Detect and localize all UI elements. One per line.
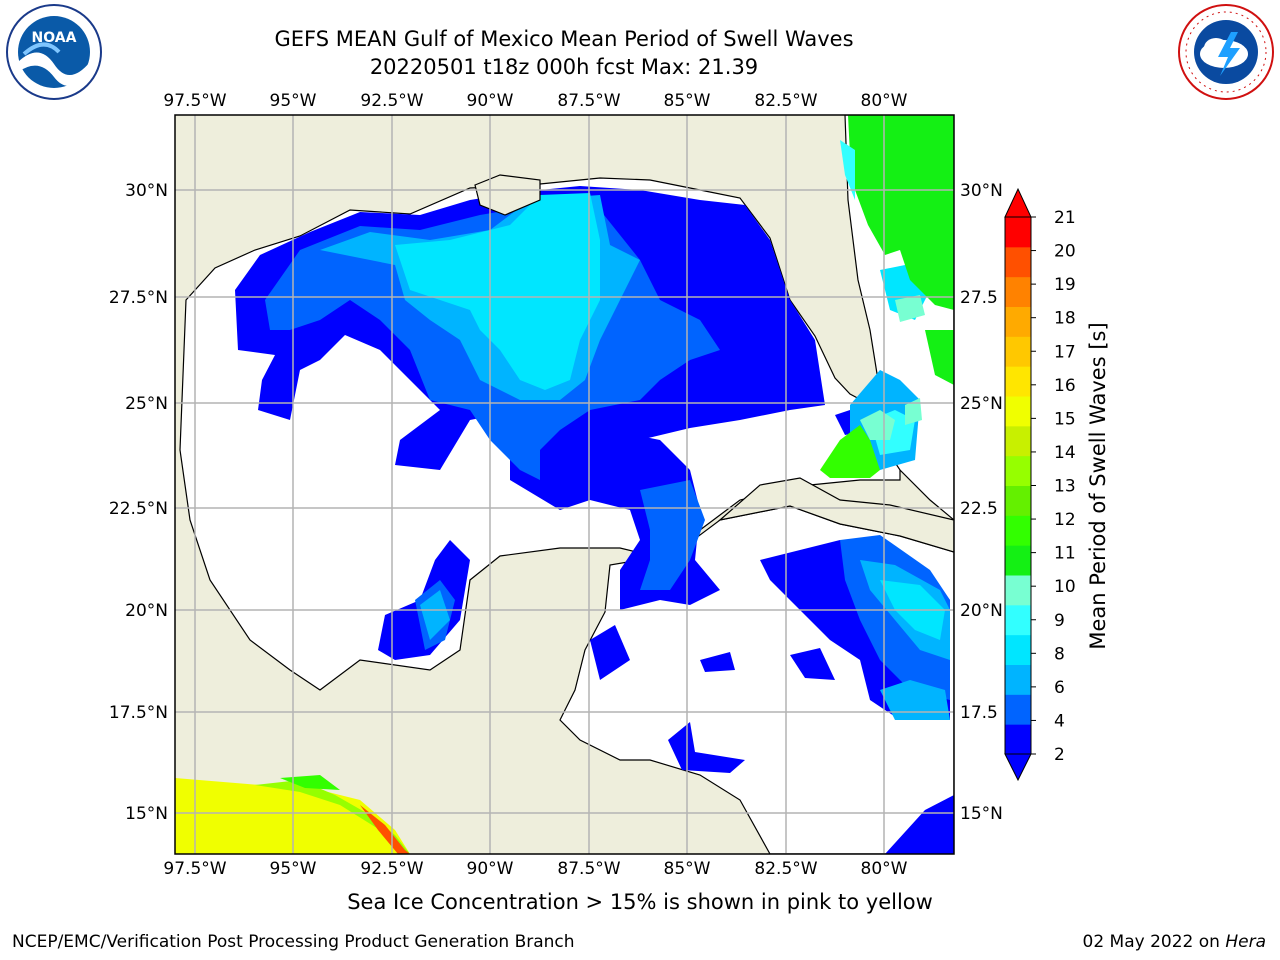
lat-tick-label: 15°N — [125, 804, 168, 824]
colorbar-tick-label: 17 — [1054, 342, 1076, 362]
lat-tick-label: 30°N — [125, 181, 168, 201]
colorbar-segment — [1005, 604, 1031, 636]
nws-logo-icon — [1178, 4, 1274, 100]
colorbar-tick-label: 15 — [1054, 409, 1076, 429]
graticule — [175, 115, 954, 854]
lon-tick-label: 97.5°W — [163, 859, 226, 879]
lat-tick-label: 22.5°N — [109, 499, 168, 519]
colorbar-tick-label: 11 — [1054, 544, 1076, 564]
colorbar-segment — [1005, 485, 1031, 516]
colorbar-tick-label: 8 — [1054, 644, 1065, 664]
colorbar-segment — [1005, 634, 1031, 665]
colorbar-segment — [1005, 425, 1031, 457]
lat-tick-label: 17.5 — [960, 703, 998, 723]
lat-tick-label: 20°N — [960, 601, 1003, 621]
colorbar-segment — [1005, 336, 1031, 367]
lat-tick-label: 30°N — [960, 181, 1003, 201]
credit-branch: NCEP/EMC/Verification Post Processing Pr… — [12, 932, 575, 952]
colorbar-segment — [1005, 545, 1031, 576]
colorbar-segment — [1005, 694, 1031, 725]
lon-tick-label: 90°W — [467, 859, 514, 879]
credit-machine: Hera — [1225, 932, 1266, 952]
colorbar-segment — [1005, 306, 1031, 337]
noaa-logo-icon: NOAA — [6, 4, 102, 100]
lon-tick-label: 92.5°W — [360, 859, 423, 879]
colorbar-tick-label: 12 — [1054, 510, 1076, 530]
lon-labels-bottom: 97.5°W 95°W 92.5°W 90°W 87.5°W 85°W 82.5… — [163, 859, 907, 879]
colorbar-segment — [1005, 575, 1031, 606]
lon-tick-label: 87.5°W — [557, 859, 620, 879]
colorbar-tick-label: 14 — [1054, 443, 1076, 463]
noaa-logo-text: NOAA — [32, 30, 77, 46]
colorbar-label: Mean Period of Swell Waves [s] — [1086, 322, 1110, 649]
colorbar-tick-label: 16 — [1054, 376, 1076, 396]
colorbar-tick-label: 9 — [1054, 611, 1065, 631]
lat-labels-right: 30°N 27.5 25°N 22.5 20°N 17.5 15°N — [960, 181, 1003, 824]
lat-tick-label: 27.5°N — [109, 288, 168, 308]
colorbar-tick-label: 13 — [1054, 477, 1076, 497]
colorbar: 2 4 6 8 9 10 11 12 13 14 15 16 17 18 19 20 21 — [1004, 187, 1076, 782]
sea-ice-note: Sea Ice Concentration > 15% is shown in … — [347, 890, 933, 914]
colorbar-segment — [1005, 366, 1031, 397]
coastline-islands — [474, 174, 954, 553]
colorbar-extend-min — [1004, 753, 1032, 782]
colorbar-segment — [1005, 396, 1031, 427]
colorbar-tick-label: 21 — [1054, 208, 1076, 228]
colorbar-tick-label: 19 — [1054, 275, 1076, 295]
colorbar-tick-label: 4 — [1054, 711, 1065, 731]
colorbar-tick-label: 6 — [1054, 678, 1065, 698]
colorbar-segment — [1005, 664, 1031, 695]
lon-tick-label: 82.5°W — [754, 91, 817, 111]
colorbar-tick-label: 10 — [1054, 577, 1076, 597]
lat-tick-label: 15°N — [960, 804, 1003, 824]
colorbar-tick-label: 18 — [1054, 309, 1076, 329]
lon-tick-label: 85°W — [664, 859, 711, 879]
chart-subtitle: 20220501 t18z 000h fcst Max: 21.39 — [369, 55, 759, 79]
swell-period-fills — [235, 115, 954, 854]
chart-title: GEFS MEAN Gulf of Mexico Mean Period of … — [274, 27, 854, 51]
lat-labels-left: 30°N 27.5°N 25°N 22.5°N 20°N 17.5°N 15°N — [109, 181, 168, 824]
lon-labels-top: 97.5°W 95°W 92.5°W 90°W 87.5°W 85°W 82.5… — [163, 91, 907, 111]
lon-tick-label: 97.5°W — [163, 91, 226, 111]
colorbar-segment — [1005, 246, 1031, 278]
colorbar-segment — [1005, 724, 1031, 755]
lat-tick-label: 25°N — [960, 394, 1003, 414]
colorbar-segment — [1005, 515, 1031, 546]
lon-tick-label: 95°W — [270, 859, 317, 879]
lon-tick-label: 80°W — [861, 91, 908, 111]
colorbar-segment — [1005, 276, 1031, 307]
lon-tick-label: 82.5°W — [754, 859, 817, 879]
lon-tick-label: 95°W — [270, 91, 317, 111]
colorbar-extend-max — [1004, 187, 1032, 218]
colorbar-tick-label: 2 — [1054, 745, 1065, 765]
credit-date-text: 02 May 2022 on — [1082, 932, 1226, 952]
lon-tick-label: 87.5°W — [557, 91, 620, 111]
colorbar-segment — [1005, 217, 1031, 248]
lat-tick-label: 25°N — [125, 394, 168, 414]
lon-tick-label: 85°W — [664, 91, 711, 111]
colorbar-segment — [1005, 455, 1031, 486]
lon-tick-label: 80°W — [861, 859, 908, 879]
lat-tick-label: 17.5°N — [109, 703, 168, 723]
lat-tick-label: 20°N — [125, 601, 168, 621]
colorbar-tick-label: 20 — [1054, 242, 1076, 262]
lat-tick-label: 27.5 — [960, 288, 998, 308]
lon-tick-label: 92.5°W — [360, 91, 423, 111]
credit-date: 02 May 2022 on Hera — [1083, 932, 1267, 952]
map-frame — [174, 114, 955, 855]
lat-tick-label: 22.5 — [960, 499, 998, 519]
lon-tick-label: 90°W — [467, 91, 514, 111]
